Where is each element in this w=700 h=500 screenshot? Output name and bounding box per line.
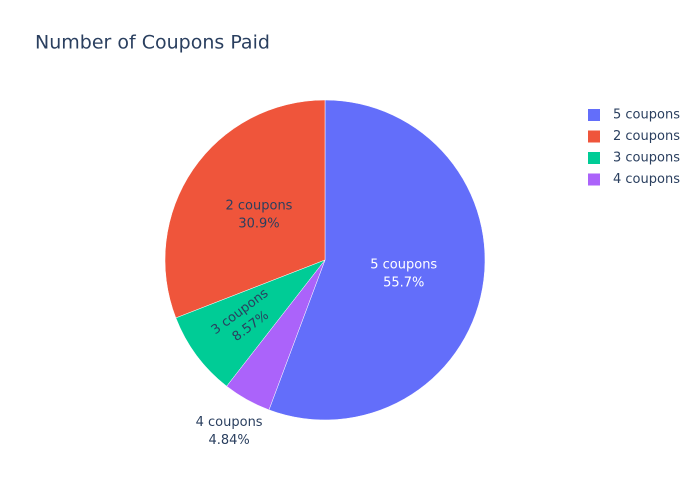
legend-swatch xyxy=(588,173,600,186)
slice-label-name: 5 coupons xyxy=(370,258,437,273)
pie-slice xyxy=(175,259,326,387)
legend-label: 3 coupons xyxy=(613,151,680,166)
legend-swatch xyxy=(588,152,600,164)
chart-title: Number of Coupons Paid xyxy=(35,32,270,54)
slice-label-name: 2 coupons xyxy=(225,198,292,213)
pie-slice xyxy=(226,259,326,411)
slice-label-value: 30.9% xyxy=(238,216,279,231)
slice-label: 5 coupons 55.7% xyxy=(370,258,437,291)
legend-label: 2 coupons xyxy=(613,129,680,144)
slice-label: 4 coupons 4.84% xyxy=(196,415,263,448)
legend-label: 5 coupons xyxy=(613,108,680,123)
legend-swatch xyxy=(588,130,600,143)
slice-label-value: 55.7% xyxy=(383,276,424,291)
pie-slice xyxy=(268,99,486,421)
slice-label-name: 4 coupons xyxy=(196,415,263,430)
slice-label-value: 4.84% xyxy=(208,433,249,448)
legend-swatch xyxy=(588,109,600,121)
slice-label: 2 coupons 30.9% xyxy=(225,198,292,231)
pie-slice xyxy=(164,99,326,319)
legend-label: 4 coupons xyxy=(613,172,680,187)
